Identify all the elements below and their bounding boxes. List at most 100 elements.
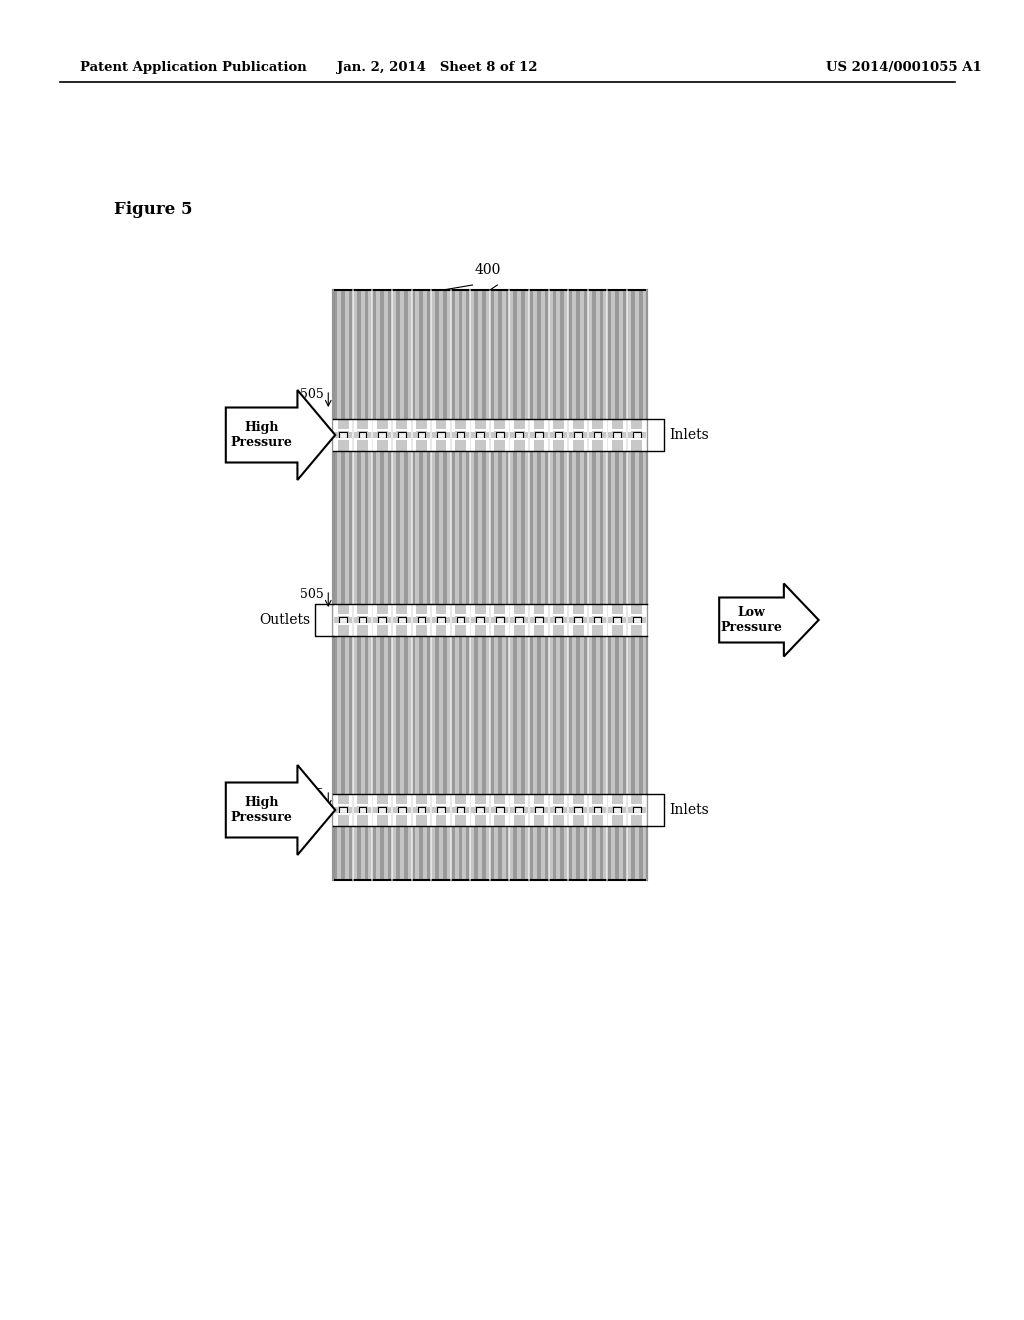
Bar (545, 290, 549, 880)
Bar (457, 432, 464, 438)
Bar (584, 438, 587, 450)
Bar (608, 615, 626, 616)
Bar (427, 623, 430, 636)
Bar (536, 616, 543, 623)
Bar (498, 290, 502, 880)
Text: Jan. 2, 2014   Sheet 8 of 12: Jan. 2, 2014 Sheet 8 of 12 (338, 62, 538, 74)
Bar (452, 795, 456, 807)
Bar (515, 432, 523, 438)
Bar (485, 420, 489, 432)
Bar (603, 438, 606, 450)
Bar (623, 605, 627, 616)
Bar (393, 795, 396, 807)
Bar (374, 438, 391, 440)
Bar (608, 795, 612, 807)
Bar (471, 438, 475, 450)
Bar (437, 807, 444, 813)
Bar (354, 420, 357, 432)
Bar (374, 804, 391, 807)
Bar (471, 615, 488, 616)
Bar (594, 807, 601, 813)
Bar (471, 795, 475, 807)
Bar (420, 290, 423, 880)
Bar (435, 290, 439, 880)
Bar (452, 429, 469, 432)
Bar (628, 438, 632, 450)
Bar (384, 290, 388, 880)
Polygon shape (226, 766, 335, 855)
Bar (505, 605, 509, 616)
Bar (446, 438, 450, 450)
Bar (408, 623, 411, 636)
Bar (358, 432, 367, 438)
Bar (589, 795, 592, 807)
Bar (530, 804, 548, 807)
Bar (451, 290, 455, 880)
Bar (333, 290, 646, 880)
Bar (550, 804, 567, 807)
Bar (611, 290, 615, 880)
Bar (354, 813, 357, 826)
Bar (432, 813, 450, 814)
Bar (589, 605, 592, 616)
Bar (374, 615, 391, 616)
Bar (620, 290, 623, 880)
Bar (603, 813, 606, 826)
Bar (365, 290, 369, 880)
Bar (490, 813, 495, 826)
Bar (490, 804, 509, 807)
Bar (452, 420, 456, 432)
Bar (446, 813, 450, 826)
Bar (574, 616, 582, 623)
Bar (627, 290, 631, 880)
Bar (393, 623, 411, 624)
Bar (437, 616, 444, 623)
Bar (511, 795, 514, 807)
Bar (615, 290, 620, 880)
Bar (505, 420, 509, 432)
Bar (337, 290, 341, 880)
Bar (564, 438, 567, 450)
Bar (550, 623, 553, 636)
Bar (541, 290, 545, 880)
Bar (432, 804, 450, 807)
Bar (466, 813, 470, 826)
Bar (589, 813, 592, 826)
Bar (452, 813, 456, 826)
Bar (623, 290, 627, 880)
Bar (530, 605, 534, 616)
Bar (339, 616, 347, 623)
Bar (427, 795, 430, 807)
Bar (427, 438, 430, 450)
Bar (613, 432, 621, 438)
Bar (608, 623, 626, 624)
Bar (569, 438, 587, 440)
Bar (505, 623, 509, 636)
Bar (642, 605, 646, 616)
Bar (399, 290, 403, 880)
Bar (511, 813, 514, 826)
Bar (490, 605, 495, 616)
Bar (408, 420, 411, 432)
Bar (452, 438, 469, 440)
Text: US 2014/0001055 A1: US 2014/0001055 A1 (825, 62, 981, 74)
Bar (354, 623, 372, 624)
Bar (550, 438, 567, 440)
Bar (423, 290, 427, 880)
Bar (354, 795, 357, 807)
Polygon shape (719, 583, 818, 656)
Bar (568, 290, 572, 880)
Bar (530, 623, 534, 636)
Bar (474, 290, 478, 880)
Bar (550, 420, 553, 432)
Bar (349, 290, 353, 880)
Bar (393, 623, 396, 636)
Bar (628, 605, 632, 616)
Bar (553, 290, 556, 880)
Bar (471, 438, 488, 440)
Bar (628, 623, 632, 636)
Bar (452, 623, 456, 636)
Text: 505: 505 (300, 388, 324, 401)
Text: Inlets: Inlets (670, 428, 710, 442)
Bar (505, 813, 509, 826)
